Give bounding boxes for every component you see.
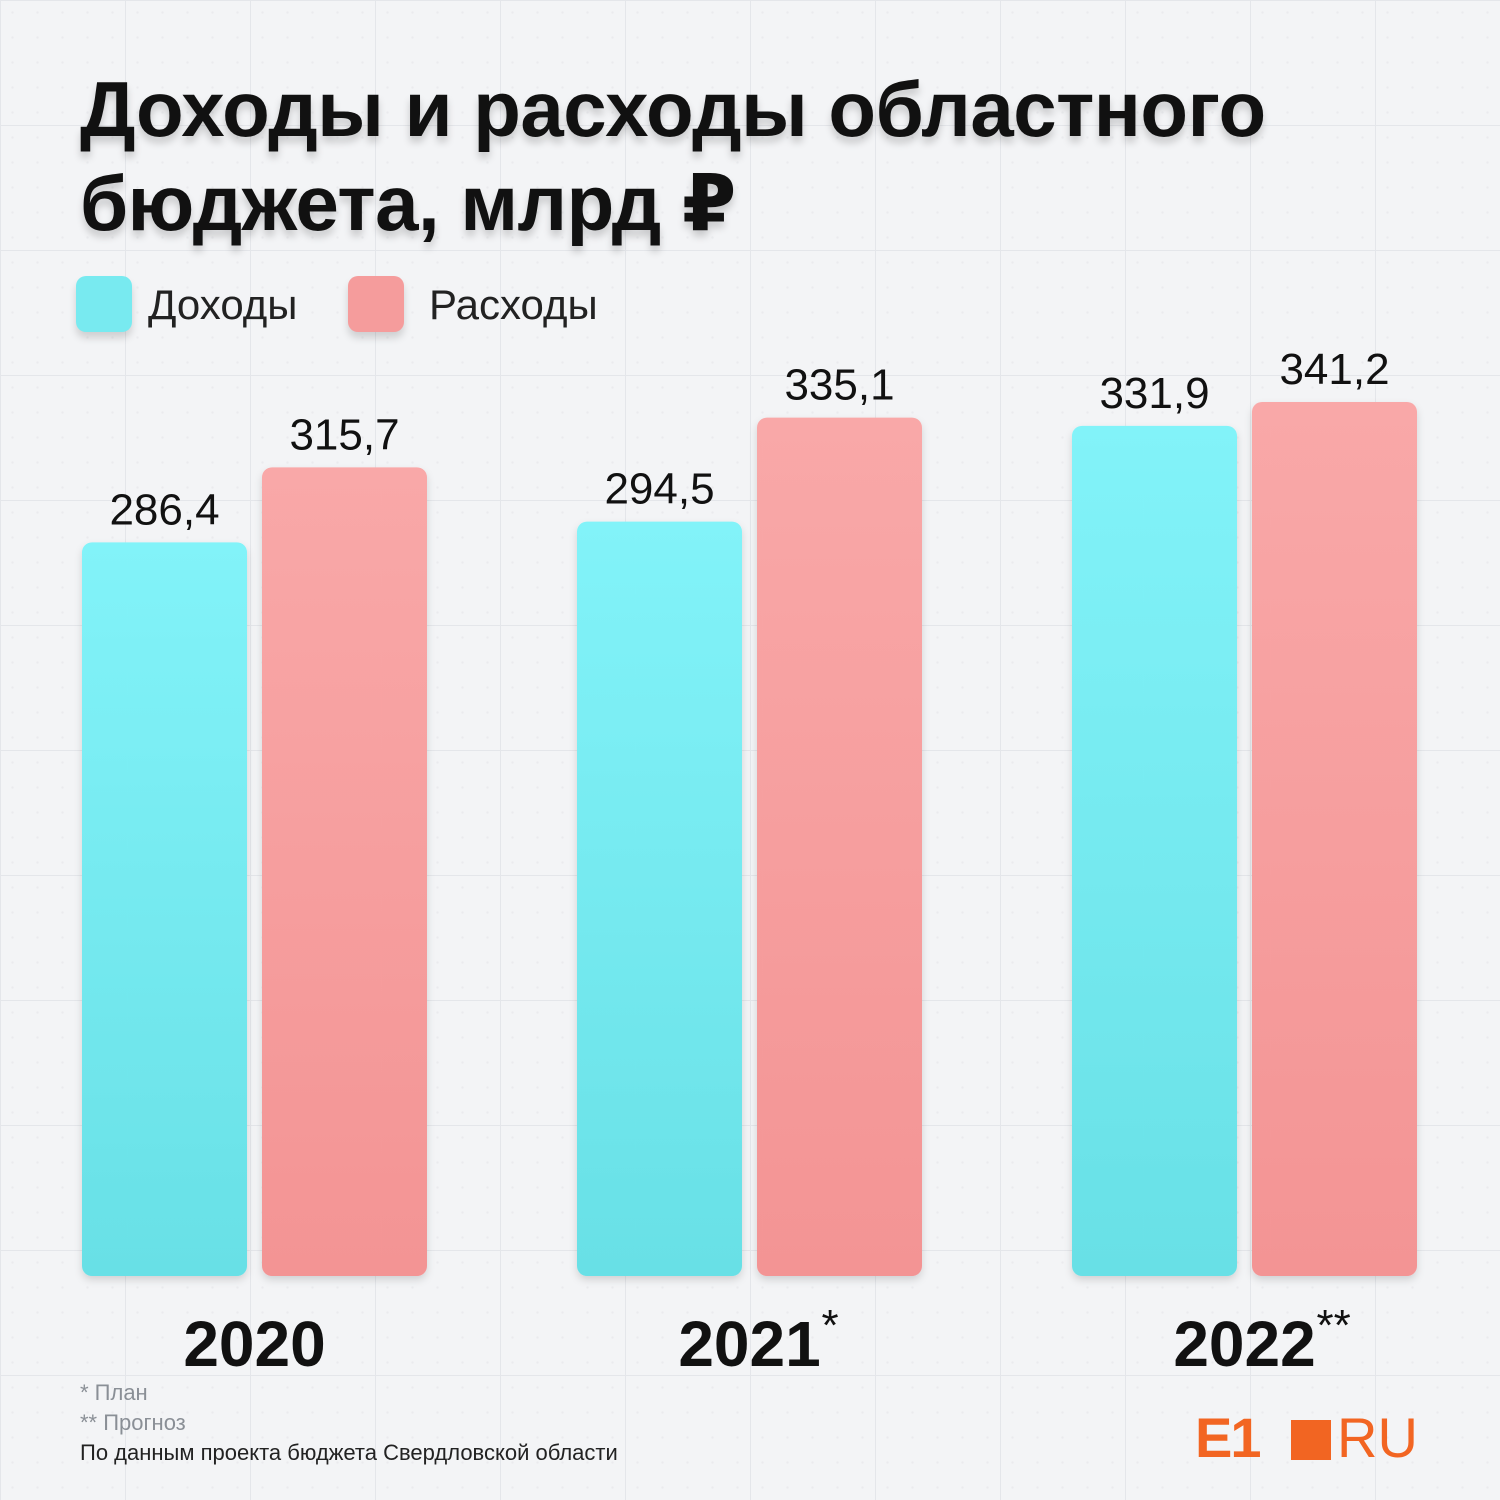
- note-forecast: ** Прогноз: [80, 1410, 186, 1435]
- legend-label-expenses: Расходы: [429, 281, 598, 328]
- bar-expenses-2020: [262, 467, 427, 1276]
- value-label-expenses-2020: 315,7: [289, 410, 399, 459]
- bar-income-2021: [577, 521, 742, 1276]
- legend-swatch-expenses: [348, 276, 404, 332]
- footnotes: * План ** Прогноз По данным проекта бюдж…: [80, 1378, 618, 1468]
- logo-ru-text: RU: [1337, 1406, 1418, 1469]
- e1-logo: E1 RU: [1195, 1408, 1425, 1468]
- category-labels-layer: 2020 2021 * 2022 **: [183, 1301, 1350, 1380]
- legend-item-expenses: Расходы: [348, 274, 648, 334]
- chart-title: Доходы и расходы областного бюджета, млр…: [80, 65, 1266, 247]
- value-label-income-2020: 286,4: [109, 485, 219, 534]
- value-label-income-2022: 331,9: [1099, 369, 1209, 418]
- bar-expenses-2021: [757, 417, 922, 1276]
- legend-label-income: Доходы: [148, 281, 298, 328]
- category-mark-2021: *: [822, 1301, 839, 1350]
- value-label-expenses-2022: 341,2: [1279, 345, 1389, 394]
- source-note: По данным проекта бюджета Свердловской о…: [80, 1440, 618, 1465]
- value-label-expenses-2021: 335,1: [784, 361, 894, 410]
- category-mark-2022: **: [1317, 1301, 1351, 1350]
- bar-expenses-2022: [1252, 402, 1417, 1276]
- category-label-2022: 2022: [1173, 1308, 1315, 1380]
- category-label-2021: 2021: [678, 1308, 820, 1380]
- bar-income-2020: [82, 542, 247, 1276]
- legend-item-income: Доходы: [76, 274, 336, 334]
- bar-income-2022: [1072, 425, 1237, 1276]
- category-label-2020: 2020: [183, 1308, 325, 1380]
- note-plan: * План: [80, 1380, 148, 1405]
- logo-e1-text: E1: [1195, 1406, 1261, 1469]
- legend-swatch-income: [76, 276, 132, 332]
- value-label-income-2021: 294,5: [604, 465, 714, 514]
- logo-square-icon: [1291, 1420, 1331, 1460]
- value-labels-layer: 286,4 315,7 294,5 335,1 331,9 341,2: [109, 345, 1389, 534]
- bars-layer: [82, 402, 1417, 1276]
